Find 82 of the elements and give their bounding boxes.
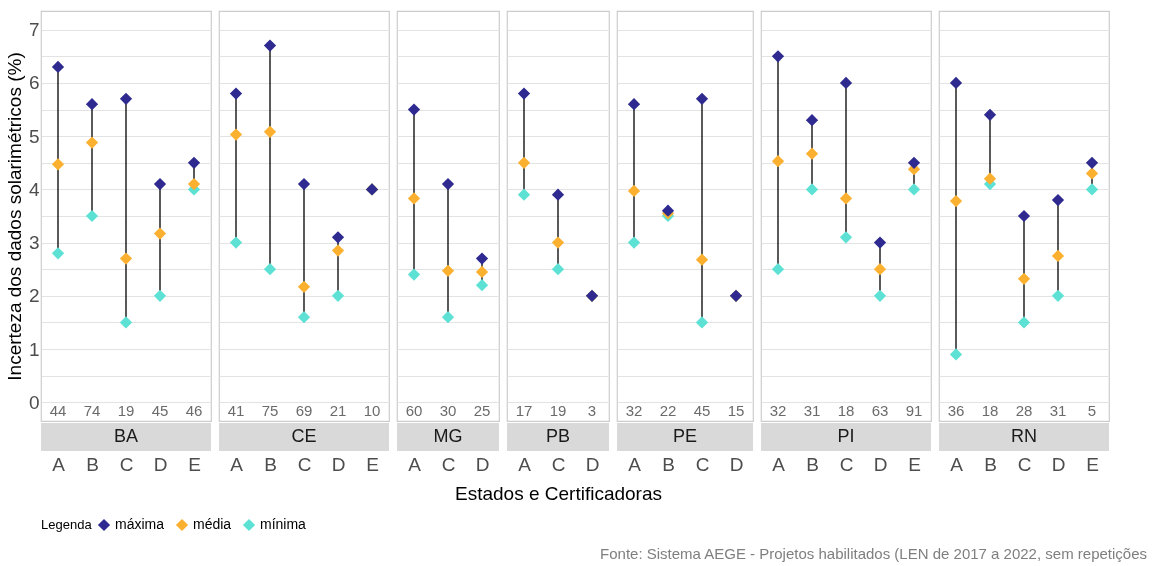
x-tick-label: C [551,453,566,475]
x-tick-label: C [441,453,456,475]
source-note: Fonte: Sistema AEGE - Projetos habilitados (LEN de 2017 a 2022, sem repetições [600,545,1147,562]
annotation: 18 [837,402,855,419]
annotation: 15 [727,402,745,419]
x-tick-label: E [188,453,201,475]
y-tick-label: 6 [28,72,40,94]
annotation: 22 [659,402,677,419]
x-tick-label: D [585,453,600,475]
text: CE [291,426,317,446]
annotation: 36 [947,402,965,419]
y-tick-label: 2 [28,285,40,307]
x-tick-label: C [695,453,710,475]
x-tick-label: D [873,453,888,475]
annotation: 17 [515,402,533,419]
text: PI [837,426,855,446]
annotation: 91 [905,402,923,419]
annotation: 60 [405,402,423,419]
y-tick-label: 5 [28,125,40,147]
legend-label: média [193,516,232,532]
x-tick-label: E [908,453,921,475]
annotation: 28 [1015,402,1033,419]
annotation: 31 [1049,402,1067,419]
y-tick-label: 0 [28,391,40,413]
x-tick-label: B [264,453,277,475]
x-tick-label: B [806,453,819,475]
annotation: 32 [769,402,787,419]
text: BA [113,426,139,446]
x-tick-label: C [297,453,312,475]
y-tick-label: 7 [28,19,40,41]
annotation: 69 [295,402,313,419]
x-tick-label: E [366,453,379,475]
annotation: 63 [871,402,889,419]
annotation: 32 [625,402,643,419]
annotation: 19 [117,402,135,419]
annotation: 5 [1087,402,1097,419]
annotation: 10 [363,402,381,419]
annotation: 3 [587,402,597,419]
x-tick-label: D [331,453,346,475]
text: MG [433,426,463,446]
x-tick-label: A [518,453,532,475]
x-tick-label: A [52,453,66,475]
x-axis-title: Estados e Certificadoras [455,482,662,504]
x-tick-label: B [984,453,997,475]
x-tick-label: D [153,453,168,475]
y-tick-label: 1 [28,338,40,360]
annotation: 19 [549,402,567,419]
x-tick-label: D [729,453,744,475]
x-tick-label: D [475,453,490,475]
x-tick-label: A [230,453,244,475]
x-tick-label: D [1051,453,1066,475]
x-tick-label: E [1086,453,1099,475]
x-tick-label: B [662,453,675,475]
annotation: 18 [981,402,999,419]
annotation: 45 [151,402,169,419]
y-axis-title: Incerteza dos dados solarimétricos (%) [3,52,25,381]
x-tick-label: A [772,453,786,475]
text: PB [545,426,571,446]
legend-label: mínima [260,516,307,532]
text: PE [672,426,698,446]
x-tick-label: A [408,453,422,475]
x-tick-label: A [628,453,642,475]
legend-label: máxima [115,516,165,532]
x-tick-label: C [1017,453,1032,475]
annotation: 75 [261,402,279,419]
text: RN [1011,426,1037,446]
annotation: 25 [473,402,491,419]
x-tick-label: A [950,453,964,475]
x-tick-label: C [839,453,854,475]
legend-title: Legenda [41,517,93,532]
annotation: 41 [227,402,245,419]
annotation: 44 [49,402,67,419]
annotation: 46 [185,402,203,419]
x-tick-label: C [119,453,134,475]
y-tick-label: 3 [28,232,40,254]
annotation: 30 [439,402,457,419]
y-tick-label: 4 [28,178,40,200]
annotation: 74 [83,402,101,419]
x-tick-label: B [86,453,99,475]
annotation: 45 [693,402,711,419]
annotation: 21 [329,402,347,419]
annotation: 31 [803,402,821,419]
